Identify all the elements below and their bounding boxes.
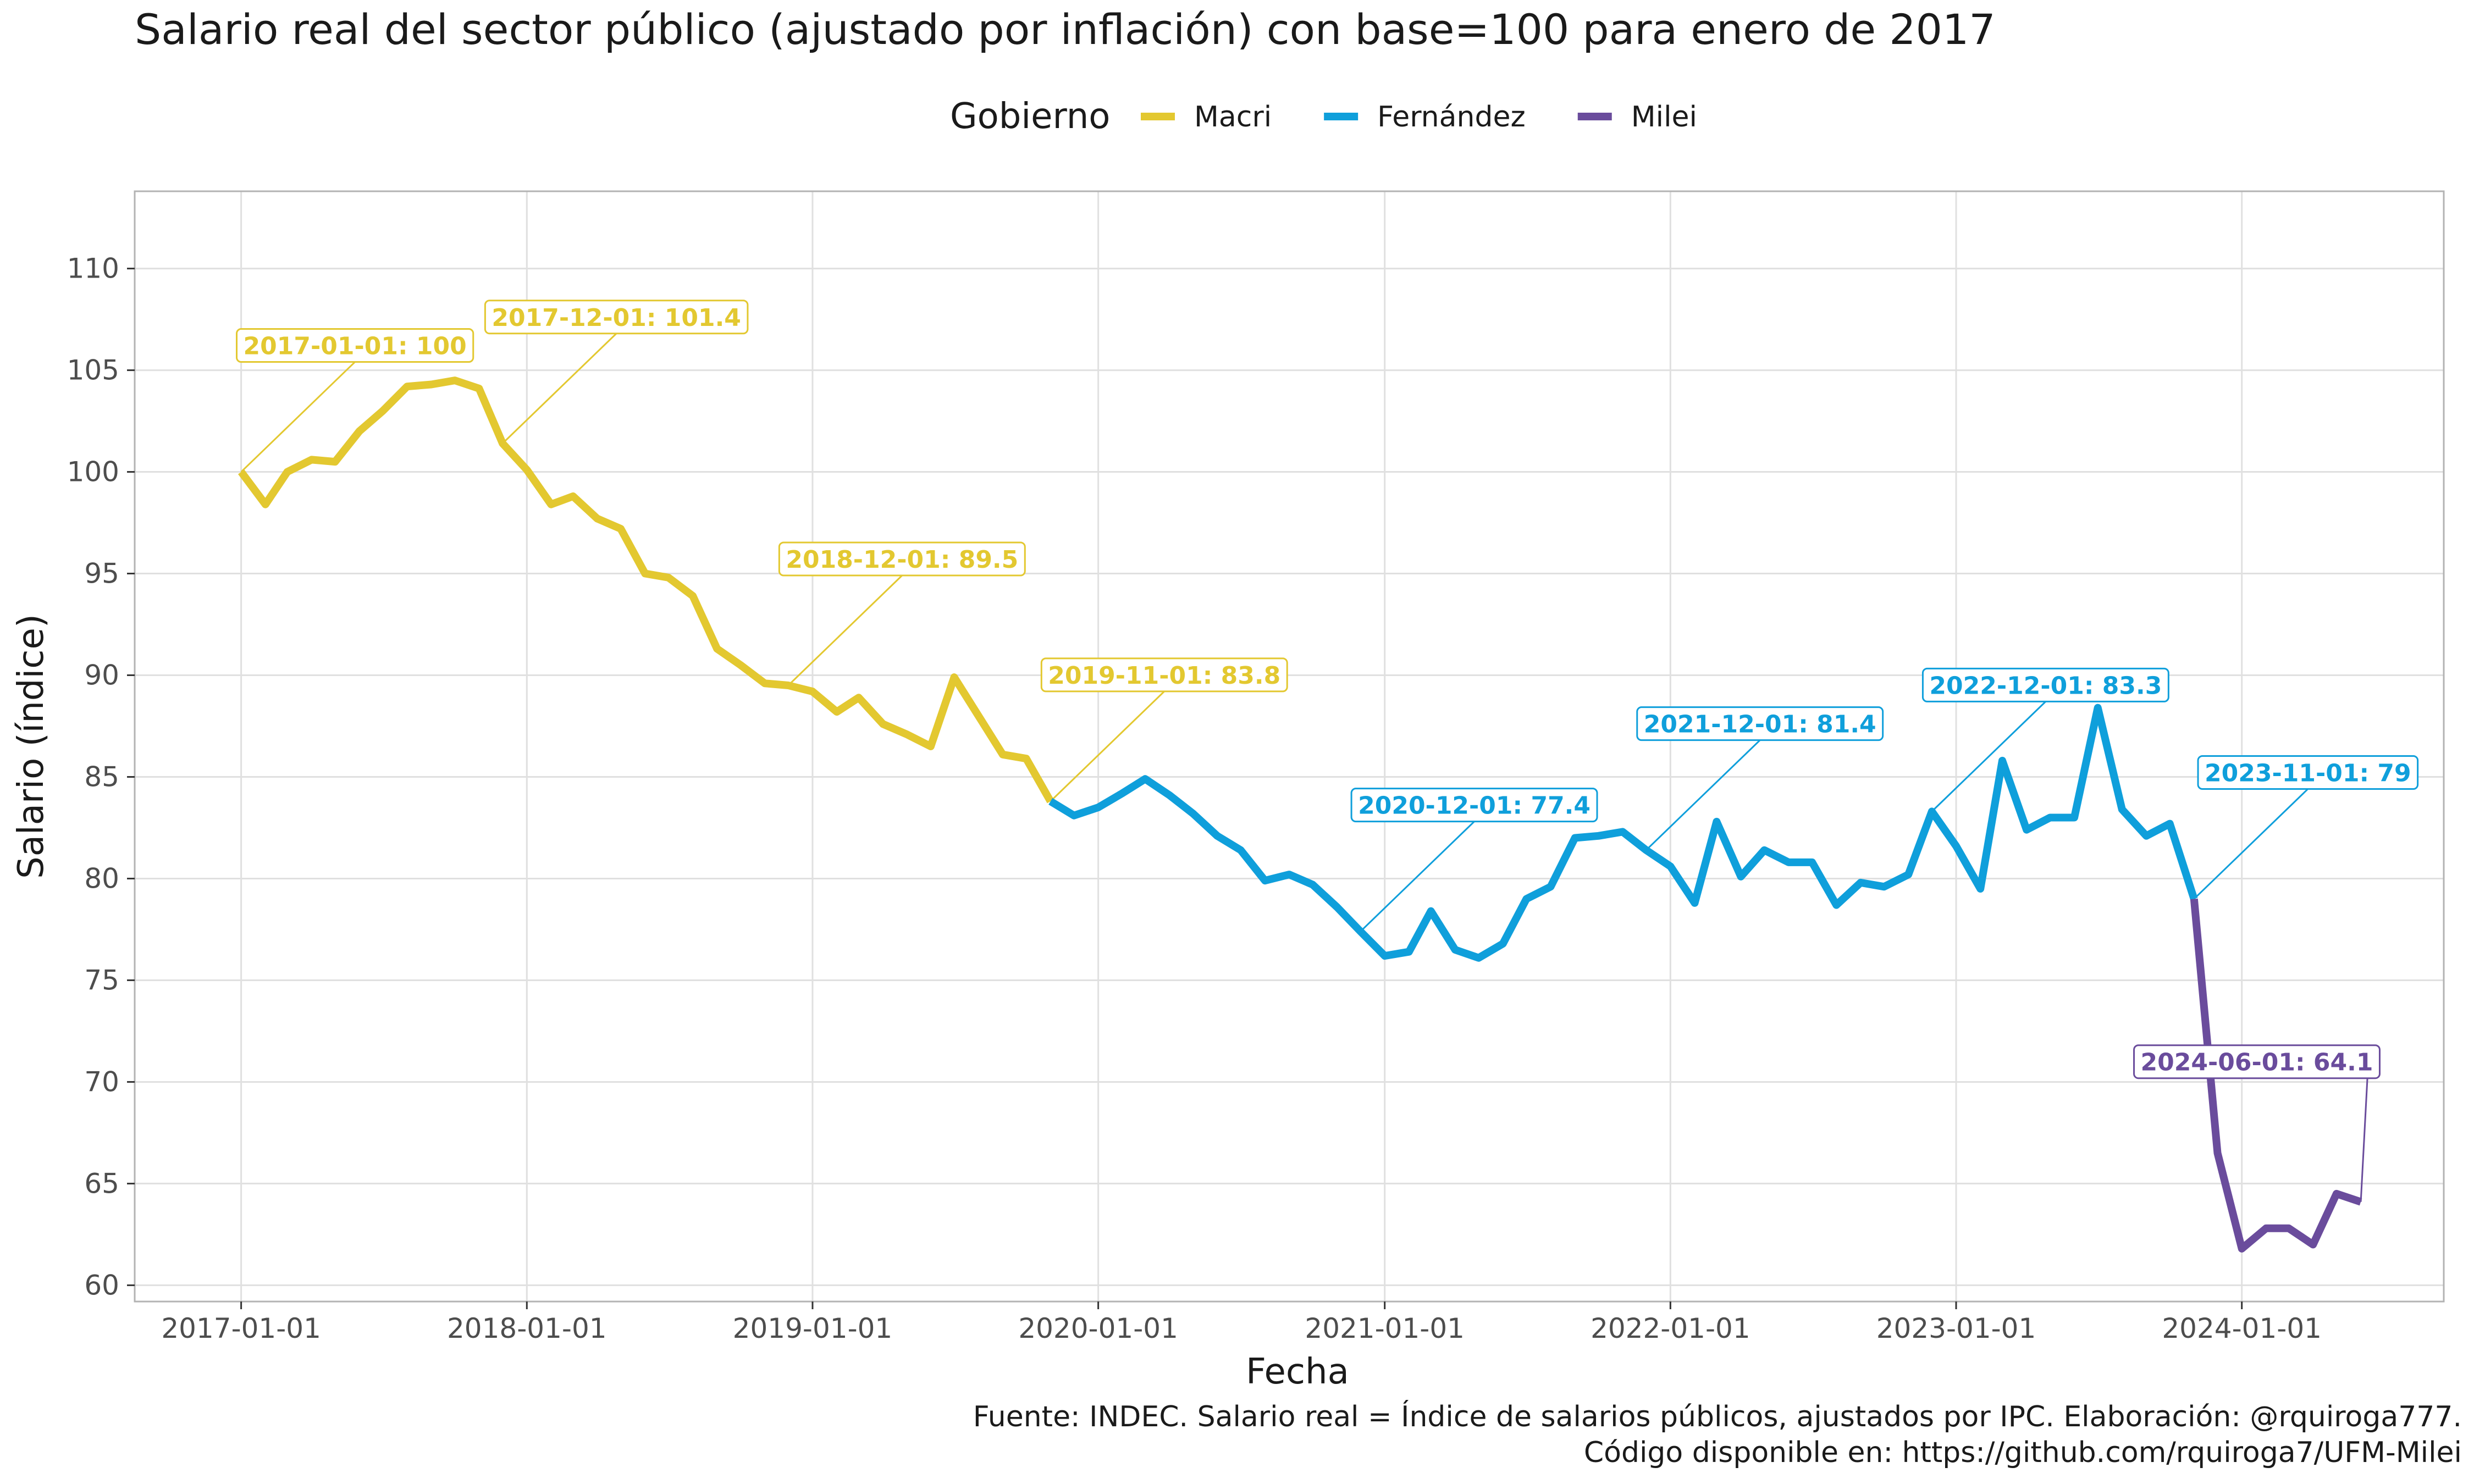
annotation-labels: 2017-01-01: 100 2017-12-01: 101.4 2018-12-… bbox=[236, 300, 2419, 1079]
annotation-leader bbox=[502, 333, 617, 444]
annotation-text: 2017-12-01: 101.4 bbox=[492, 304, 741, 332]
legend-title: Gobierno bbox=[950, 96, 1110, 137]
series-line-macri bbox=[238, 376, 1054, 804]
y-tick-label: 90 bbox=[84, 660, 119, 691]
caption-line-1: Fuente: INDEC. Salario real = Índice de … bbox=[973, 1400, 2462, 1433]
annotation-text: 2024-06-01: 64.1 bbox=[2141, 1049, 2373, 1077]
annotation-text: 2020-12-01: 77.4 bbox=[1358, 792, 1591, 820]
x-tick-label: 2021-01-01 bbox=[1305, 1313, 1465, 1344]
annotation-box bbox=[778, 541, 1026, 577]
annotation-leader bbox=[787, 574, 903, 686]
annotation-label: 2024-06-01: 64.1 bbox=[2133, 1044, 2381, 1079]
annotation-box bbox=[2197, 755, 2419, 790]
series-lines bbox=[238, 376, 2362, 1253]
y-axis-title: Salario (índice) bbox=[11, 614, 52, 879]
x-tick-label: 2018-01-01 bbox=[447, 1313, 607, 1344]
annotation-box bbox=[1636, 706, 1884, 741]
y-tick-label: 85 bbox=[84, 761, 119, 793]
series-line-fernndez bbox=[1048, 704, 2198, 962]
annotation-leader bbox=[2360, 1078, 2368, 1202]
x-tick-label: 2020-01-01 bbox=[1018, 1313, 1178, 1344]
annotation-label: 2017-01-01: 100 bbox=[236, 328, 474, 363]
annotation-label: 2019-11-01: 83.8 bbox=[1040, 657, 1288, 693]
y-tick-label: 100 bbox=[67, 456, 119, 488]
x-tick-label: 2024-01-01 bbox=[2162, 1313, 2322, 1344]
annotation-label: 2022-12-01: 83.3 bbox=[1921, 667, 2169, 702]
annotation-label: 2021-12-01: 81.4 bbox=[1636, 706, 1884, 741]
x-tick-label: 2019-01-01 bbox=[733, 1313, 893, 1344]
annotation-text: 2023-11-01: 79 bbox=[2205, 759, 2411, 787]
annotation-box bbox=[1040, 657, 1288, 693]
legend-label: Milei bbox=[1631, 101, 1697, 134]
annotation-leader bbox=[1050, 690, 1165, 802]
x-axis: 2017-01-01 2018-01-01 2019-01-01 2020-01-01… bbox=[161, 1302, 2322, 1344]
x-tick-label: 2022-01-01 bbox=[1591, 1313, 1750, 1344]
series-line-milei bbox=[2190, 898, 2362, 1253]
x-tick-label: 2017-01-01 bbox=[161, 1313, 321, 1344]
annotation-label: 2018-12-01: 89.5 bbox=[778, 541, 1026, 577]
annotation-leaders bbox=[240, 333, 2368, 1202]
annotation-box bbox=[2133, 1044, 2381, 1079]
grid bbox=[135, 191, 2444, 1302]
annotation-text: 2022-12-01: 83.3 bbox=[1929, 672, 2162, 700]
annotation-leader bbox=[1645, 739, 1761, 851]
annotation-box bbox=[484, 300, 749, 335]
annotation-box bbox=[1921, 667, 2169, 702]
y-tick-label: 75 bbox=[84, 964, 119, 996]
x-tick-label: 2023-01-01 bbox=[1876, 1313, 2036, 1344]
x-axis-title: Fecha bbox=[1246, 1352, 1349, 1392]
annotation-label: 2020-12-01: 77.4 bbox=[1350, 788, 1598, 823]
annotation-label: 2017-12-01: 101.4 bbox=[484, 300, 749, 335]
legend-label: Macri bbox=[1194, 101, 1272, 134]
chart-title: Salario real del sector público (ajustad… bbox=[135, 5, 1996, 54]
annotation-text: 2017-01-01: 100 bbox=[244, 333, 467, 361]
annotation-text: 2019-11-01: 83.8 bbox=[1048, 662, 1280, 690]
legend-label: Fernández bbox=[1377, 101, 1526, 134]
annotation-text: 2018-12-01: 89.5 bbox=[786, 546, 1018, 574]
annotation-box bbox=[1350, 788, 1598, 823]
annotation-text: 2021-12-01: 81.4 bbox=[1644, 711, 1876, 739]
y-tick-label: 60 bbox=[84, 1269, 119, 1301]
y-tick-label: 110 bbox=[67, 253, 119, 285]
y-tick-label: 70 bbox=[84, 1066, 119, 1098]
y-tick-label: 65 bbox=[84, 1167, 119, 1199]
annotation-leader bbox=[1931, 701, 2046, 812]
plot-panel bbox=[134, 190, 2445, 1303]
annotation-box bbox=[236, 328, 474, 363]
annotation-leader bbox=[1360, 821, 1475, 932]
caption-line-2: Código disponible en: https://github.com… bbox=[1584, 1436, 2462, 1469]
annotation-leader bbox=[240, 361, 356, 473]
annotation-leader bbox=[2193, 788, 2309, 900]
annotation-label: 2023-11-01: 79 bbox=[2197, 755, 2419, 790]
y-tick-label: 95 bbox=[84, 558, 119, 590]
y-tick-label: 105 bbox=[67, 355, 119, 386]
legend: Gobierno Macri Fernández Milei bbox=[950, 96, 1697, 137]
y-axis: 60 65 70 75 80 85 90 95 100 105 110 bbox=[67, 253, 135, 1301]
y-tick-label: 80 bbox=[84, 862, 119, 894]
